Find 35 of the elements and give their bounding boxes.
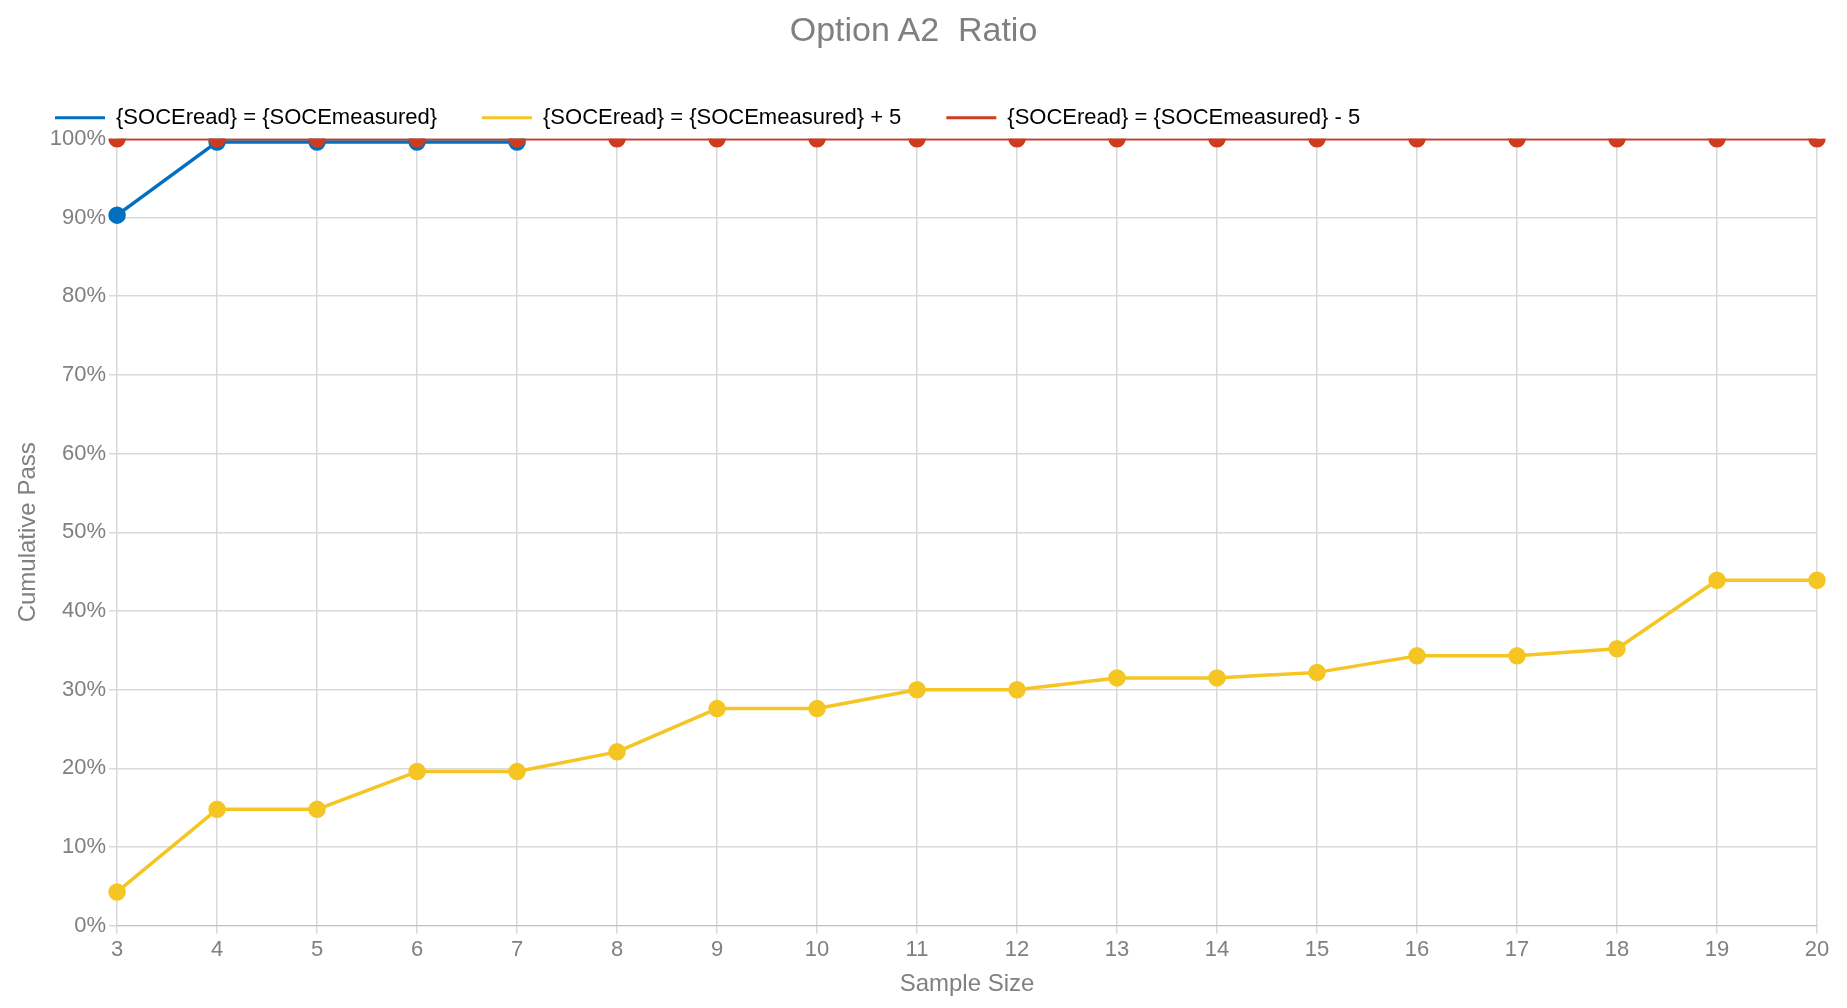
y-tick-label: 70% xyxy=(62,360,107,386)
x-tick-label: 17 xyxy=(1504,936,1530,962)
x-tick-label: 7 xyxy=(510,936,524,962)
y-tick-label: 0% xyxy=(74,911,107,937)
y-tick-label: 20% xyxy=(62,754,107,780)
x-tick-label: 10 xyxy=(804,936,830,962)
x-tick-label: 14 xyxy=(1204,936,1230,962)
y-tick-label: 90% xyxy=(62,203,107,229)
x-axis-title: Sample Size xyxy=(899,969,1035,997)
x-tick-label: 9 xyxy=(710,936,724,962)
x-tick-label: 4 xyxy=(210,936,224,962)
x-tick-label: 11 xyxy=(905,936,929,962)
y-tick-label: 30% xyxy=(62,675,107,701)
x-tick-label: 8 xyxy=(610,936,624,962)
legend-label: {SOCEread} = {SOCEmeasured} xyxy=(116,103,438,129)
x-tick-label: 12 xyxy=(1004,936,1030,962)
y-tick-label: 40% xyxy=(62,597,107,623)
y-axis-title: Cumulative Pass xyxy=(13,442,41,623)
x-tick-label: 16 xyxy=(1404,936,1430,962)
x-tick-label: 13 xyxy=(1104,936,1130,962)
y-tick-label: 60% xyxy=(62,439,107,465)
y-tick-label: 10% xyxy=(62,833,107,859)
x-tick-label: 18 xyxy=(1604,936,1630,962)
x-tick-label: 19 xyxy=(1704,936,1730,962)
x-tick-label: 6 xyxy=(410,936,424,962)
legend-label: {SOCEread} = {SOCEmeasured} + 5 xyxy=(543,103,902,129)
x-tick-label: 3 xyxy=(110,936,124,962)
y-tick-label: 80% xyxy=(62,282,107,308)
y-tick-label: 50% xyxy=(62,518,107,544)
legend-label: {SOCEread} = {SOCEmeasured} - 5 xyxy=(1007,103,1361,129)
x-tick-label: 5 xyxy=(310,936,324,962)
chart-title: Option A2 Ratio xyxy=(789,9,1038,48)
x-tick-label: 20 xyxy=(1804,936,1830,962)
y-tick-label: 100% xyxy=(49,124,107,150)
x-tick-label: 15 xyxy=(1304,936,1330,962)
